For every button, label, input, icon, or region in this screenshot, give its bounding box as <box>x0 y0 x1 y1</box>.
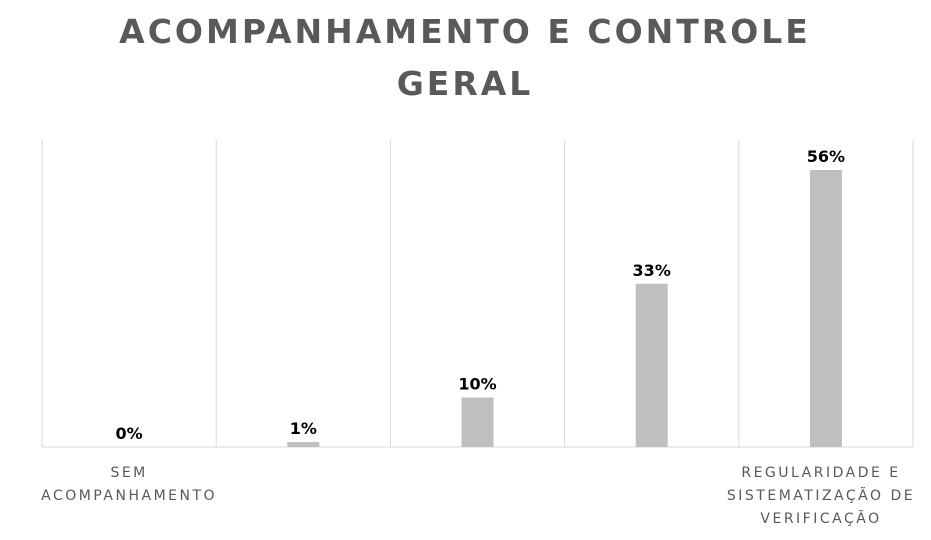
bar <box>635 283 668 447</box>
value-label: 10% <box>458 375 496 394</box>
chart-title: ACOMPANHAMENTO E CONTROLE GERAL <box>119 12 811 103</box>
bar <box>287 442 320 447</box>
value-label: 33% <box>633 261 671 280</box>
x-tick-label: REGULARIDADE E SISTEMATIZAÇÃO DE VERIFIC… <box>726 465 916 527</box>
value-label: 1% <box>290 419 317 438</box>
value-label: 0% <box>116 424 143 443</box>
x-tick-label: SEM ACOMPANHAMENTO <box>41 465 218 504</box>
value-label: 56% <box>807 147 845 166</box>
bar <box>809 170 842 447</box>
bar <box>461 397 494 447</box>
